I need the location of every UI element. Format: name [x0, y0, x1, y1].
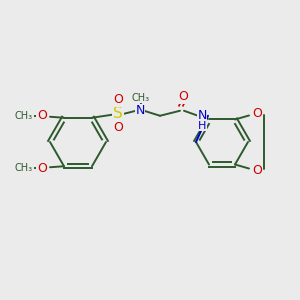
Text: H: H: [198, 121, 206, 131]
Text: O: O: [113, 121, 123, 134]
Text: S: S: [113, 106, 123, 121]
Text: O: O: [113, 93, 123, 106]
Text: N: N: [135, 104, 145, 117]
Text: O: O: [252, 164, 262, 177]
Text: CH₃: CH₃: [15, 163, 33, 173]
Text: CH₃: CH₃: [15, 111, 33, 121]
Text: O: O: [252, 107, 262, 120]
Text: CH₃: CH₃: [132, 93, 150, 103]
Text: O: O: [37, 162, 47, 175]
Text: O: O: [178, 90, 188, 103]
Text: N: N: [197, 109, 207, 122]
Text: O: O: [37, 109, 47, 122]
